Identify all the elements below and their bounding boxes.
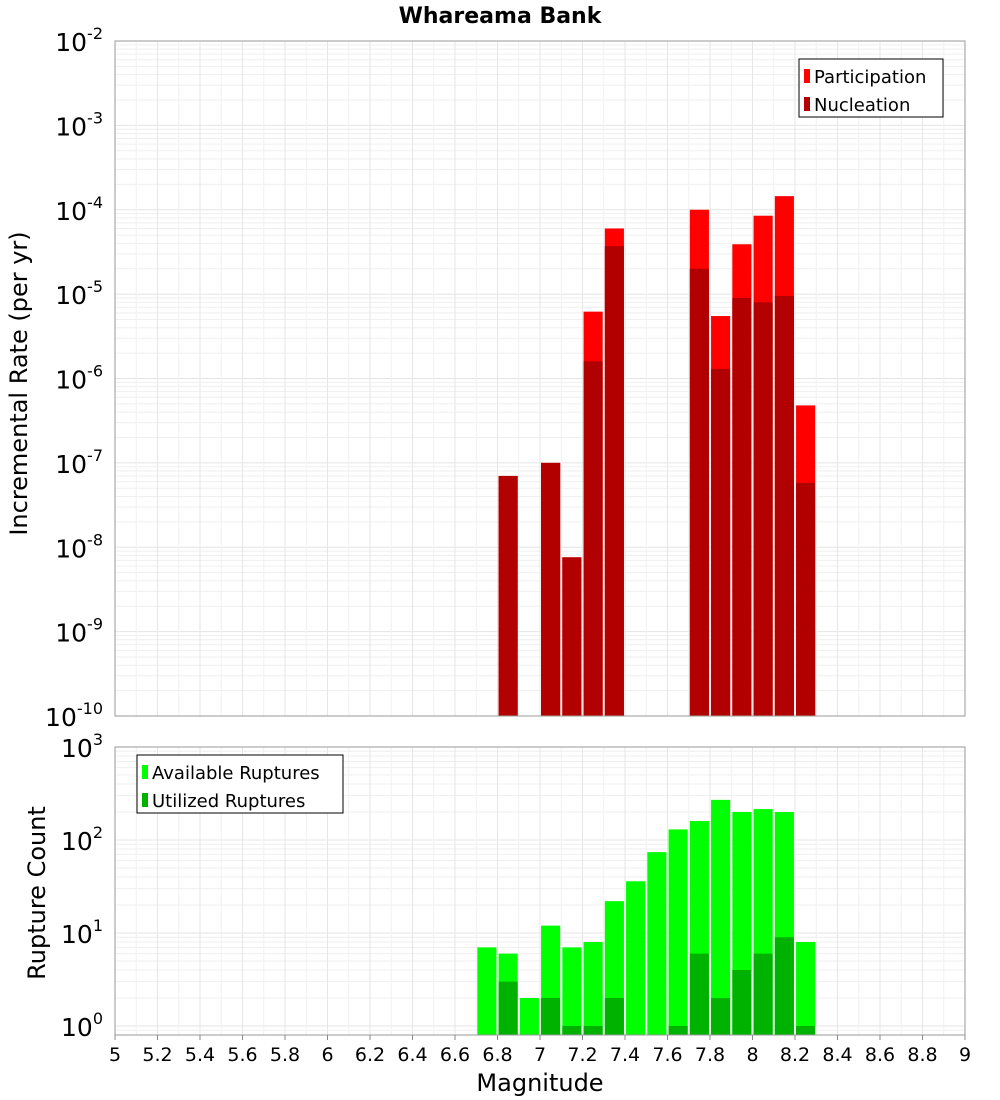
count-bar-utilized-ruptures	[668, 1025, 688, 1035]
rate-legend-swatch	[804, 69, 810, 83]
count-bars	[477, 799, 816, 1035]
count-bar-available-ruptures	[796, 942, 816, 1035]
count-y-tick-label: 102	[61, 823, 103, 856]
x-tick-label: 5.4	[185, 1044, 215, 1066]
rate-legend-swatch	[804, 97, 810, 111]
x-tick-label: 8	[746, 1044, 758, 1066]
x-tick-label: 6.4	[397, 1044, 427, 1066]
x-tick-label: 7	[534, 1044, 546, 1066]
count-bar-available-ruptures	[477, 947, 497, 1035]
x-tick-label: 5.8	[270, 1044, 300, 1066]
rate-y-tick-label: 10-2	[55, 24, 103, 57]
rate-grid	[114, 40, 966, 717]
count-bar-available-ruptures	[647, 852, 667, 1035]
x-tick-label: 7.6	[652, 1044, 682, 1066]
rate-y-axis-label: Incremental Rate (per yr)	[5, 231, 33, 535]
count-bar-utilized-ruptures	[562, 1025, 582, 1035]
x-tick-label: 6	[321, 1044, 333, 1066]
x-tick-label: 8.4	[822, 1044, 852, 1066]
count-bar-utilized-ruptures	[796, 1025, 816, 1035]
rate-bar-nucleation	[732, 297, 752, 716]
count-bar-available-ruptures	[583, 942, 603, 1035]
rate-y-tick-label: 10-7	[55, 446, 103, 479]
count-legend-box	[136, 754, 344, 814]
rate-bar-nucleation	[604, 246, 624, 716]
count-legend-label: Utilized Ruptures	[152, 791, 305, 812]
count-bar-utilized-ruptures	[583, 1025, 603, 1035]
rate-legend-label: Nucleation	[814, 95, 910, 116]
count-y-tick-label: 101	[61, 916, 103, 949]
x-tick-label: 9	[959, 1044, 971, 1066]
rate-legend-box	[798, 58, 944, 118]
rate-bar-nucleation	[753, 302, 773, 716]
rate-legend: Participation Nucleation	[798, 58, 944, 118]
rate-y-tick-label: 10-10	[45, 699, 103, 732]
rate-y-tick-label: 10-5	[55, 277, 103, 310]
count-bar-available-ruptures	[519, 997, 539, 1035]
x-tick-label: 5.6	[227, 1044, 257, 1066]
count-bar-available-ruptures	[626, 881, 646, 1035]
rate-y-tick-label: 10-4	[55, 193, 103, 226]
x-tick-label: 6.2	[355, 1044, 385, 1066]
x-tick-label: 5.2	[142, 1044, 172, 1066]
count-bar-utilized-ruptures	[498, 981, 518, 1035]
rate-bars	[498, 196, 816, 717]
x-tick-label: 6.8	[482, 1044, 512, 1066]
rate-y-tick-label: 10-8	[55, 530, 103, 563]
count-bar-utilized-ruptures	[689, 953, 709, 1035]
rate-plot-frame	[114, 40, 966, 717]
count-legend: Available Ruptures Utilized Ruptures	[136, 754, 344, 814]
count-bar-available-ruptures	[562, 947, 582, 1035]
rate-legend-label: Participation	[814, 67, 926, 88]
rate-bar-nucleation	[774, 296, 794, 716]
x-tick-label: 8.6	[865, 1044, 895, 1066]
rate-bar-nucleation	[562, 557, 582, 716]
rate-y-tick-label: 10-6	[55, 362, 103, 395]
x-tick-label: 8.8	[907, 1044, 937, 1066]
count-bar-utilized-ruptures	[711, 997, 731, 1035]
count-bar-utilized-ruptures	[753, 953, 773, 1035]
x-tick-label: 7.2	[567, 1044, 597, 1066]
count-y-tick-label: 100	[61, 1009, 103, 1042]
count-bar-utilized-ruptures	[541, 997, 561, 1035]
x-tick-label: 8.2	[780, 1044, 810, 1066]
count-bar-available-ruptures	[711, 799, 731, 1035]
x-tick-label: 5	[109, 1044, 121, 1066]
count-y-tick-label: 103	[61, 730, 103, 763]
x-tick-label: 7.8	[695, 1044, 725, 1066]
x-tick-label: 6.6	[440, 1044, 470, 1066]
rate-bar-nucleation	[689, 268, 709, 716]
count-legend-swatch	[142, 765, 148, 779]
rate-bar-nucleation	[541, 462, 561, 716]
rate-y-tick-label: 10-3	[55, 108, 103, 141]
rate-bar-nucleation	[796, 482, 816, 716]
x-tick-label: 7.4	[610, 1044, 640, 1066]
count-y-axis-label: Rupture Count	[23, 806, 51, 980]
rate-bar-nucleation	[583, 361, 603, 716]
count-bar-available-ruptures	[668, 829, 688, 1035]
rate-bar-nucleation	[711, 368, 731, 716]
rate-y-tick-label: 10-9	[55, 615, 103, 648]
chart-title: Whareama Bank	[399, 4, 603, 29]
x-axis-label: Magnitude	[476, 1069, 603, 1097]
count-legend-label: Available Ruptures	[152, 763, 320, 784]
count-legend-swatch	[142, 793, 148, 807]
count-bar-utilized-ruptures	[732, 969, 752, 1035]
count-bar-utilized-ruptures	[774, 937, 794, 1035]
rate-bar-nucleation	[498, 475, 518, 716]
count-bar-utilized-ruptures	[604, 997, 624, 1035]
